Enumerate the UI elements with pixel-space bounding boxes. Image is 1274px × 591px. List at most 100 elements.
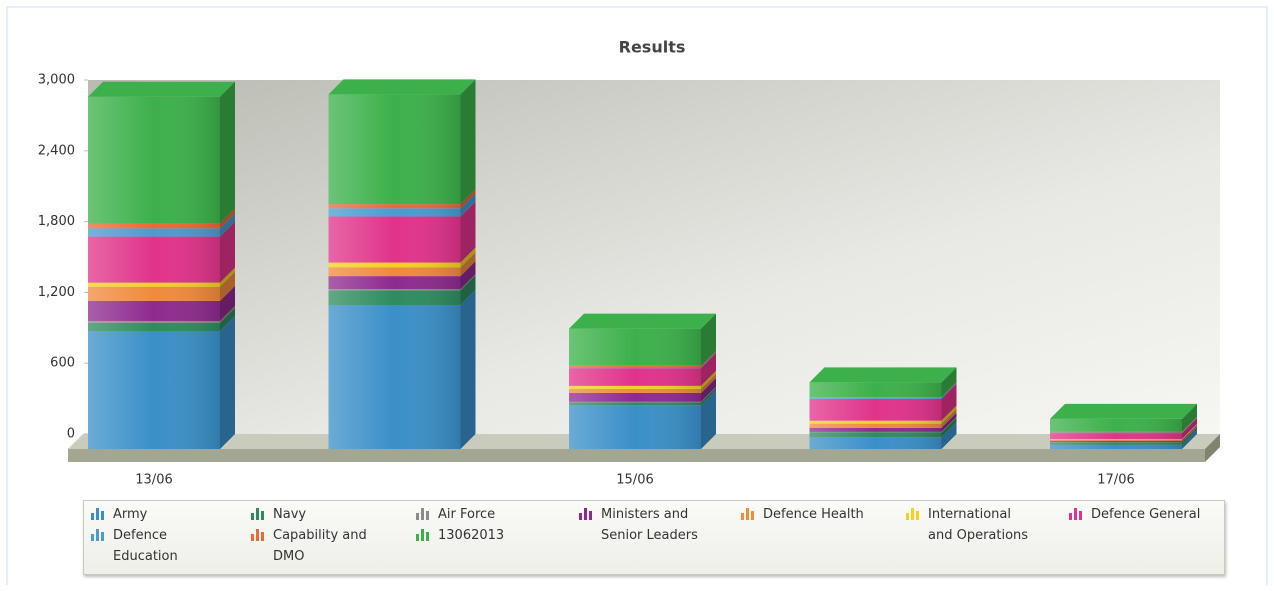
bar-gloss — [88, 320, 220, 323]
legend-item: Capability and DMO — [251, 525, 383, 567]
bar-segment — [809, 367, 957, 398]
bar-gloss — [809, 432, 942, 438]
bar-segment — [809, 405, 957, 424]
bar-gloss — [569, 402, 701, 406]
legend-item: International and Operations — [906, 504, 1038, 546]
bar-gloss — [328, 290, 461, 306]
bar-side — [460, 274, 476, 291]
bar-side — [220, 271, 235, 301]
bar-side — [701, 313, 716, 366]
bar-side — [941, 417, 957, 438]
bar-gloss — [328, 276, 461, 290]
legend-label: International and Operations — [928, 507, 1029, 543]
x-tick-label: 15/06 — [616, 473, 653, 488]
legend-item: Defence Education — [91, 525, 223, 567]
bar-gloss — [88, 286, 220, 301]
bar-segment — [328, 275, 476, 306]
bar-gloss — [809, 398, 942, 421]
bar-segment — [569, 351, 716, 369]
bar-side — [701, 373, 716, 393]
bar-gloss — [1050, 431, 1182, 433]
bar-gloss — [1050, 441, 1182, 443]
legend-icon — [91, 529, 104, 541]
bar-side — [701, 387, 716, 406]
legend-item: Navy — [251, 504, 383, 525]
bar-gloss — [1050, 438, 1182, 440]
bar-segment — [1050, 426, 1197, 443]
legend-label: Defence General — [1091, 507, 1201, 522]
bar-gloss — [809, 431, 942, 433]
bar-gloss — [569, 401, 701, 403]
bar-side — [1182, 417, 1197, 434]
bar-side — [701, 350, 716, 367]
bar-gloss — [88, 228, 220, 237]
bar-side — [701, 390, 716, 449]
legend-label: Navy — [273, 507, 307, 522]
y-tick-label: 3,000 — [38, 73, 75, 88]
bar-segment — [1050, 416, 1197, 433]
bar-segment — [809, 382, 957, 399]
floor-side — [1205, 434, 1220, 462]
bar-segment — [1050, 417, 1197, 434]
bar-gloss — [1050, 433, 1182, 439]
bar-top — [569, 313, 716, 329]
bar-gloss — [809, 427, 942, 432]
bar-segment — [88, 221, 235, 283]
bar-gloss — [809, 397, 942, 398]
bar-gloss — [1050, 440, 1182, 442]
bar-side — [220, 285, 235, 321]
bar-gloss — [328, 208, 461, 217]
bar-gloss — [328, 289, 461, 291]
legend-icon — [1069, 508, 1082, 520]
bar-segment — [328, 201, 476, 263]
legend-label: 13062013 — [438, 528, 505, 543]
bar-gloss — [88, 331, 220, 449]
bar-segment — [328, 79, 476, 205]
bar-segment — [809, 417, 957, 438]
legend-item: Army — [91, 504, 223, 525]
bar-side — [701, 351, 716, 369]
bar-side — [220, 305, 235, 323]
bar-side — [701, 377, 716, 402]
bar-segment — [328, 193, 476, 217]
legend-item: 13062013 — [416, 525, 548, 546]
legend-item: Defence Health — [741, 504, 873, 525]
legend-icon — [579, 508, 592, 520]
bar-segment — [88, 81, 235, 224]
bar-gloss — [88, 236, 220, 283]
bar-segment — [569, 373, 716, 393]
legend-icon — [906, 508, 919, 520]
bar-gloss — [809, 437, 942, 449]
frame — [6, 6, 1268, 585]
bar-side — [220, 267, 235, 287]
bar-side — [1182, 418, 1197, 439]
bar-segment — [88, 213, 235, 237]
legend-label: Ministers and Senior Leaders — [601, 507, 698, 543]
bar-gloss — [88, 322, 220, 331]
bar-segment — [88, 316, 235, 449]
bar-side — [1182, 426, 1197, 443]
x-tick-label: 17/06 — [1097, 473, 1134, 488]
bar-segment — [88, 208, 235, 229]
bar-gloss — [569, 385, 701, 389]
legend-icon — [416, 529, 429, 541]
legend-label: Army — [113, 507, 148, 522]
bar-segment — [569, 370, 716, 389]
legend-icon — [416, 508, 429, 520]
bar-side — [460, 201, 476, 263]
bar-gloss — [809, 382, 942, 398]
bar-gloss — [569, 405, 701, 449]
bar-side — [460, 261, 476, 290]
bar-gloss — [328, 204, 461, 209]
bar-segment — [809, 416, 957, 433]
legend-icon — [91, 508, 104, 520]
bar-gloss — [1050, 418, 1182, 432]
bar-segment — [1050, 403, 1197, 432]
bar-segment — [1050, 425, 1197, 442]
bar-side — [941, 383, 957, 421]
bar-side — [1182, 425, 1197, 442]
bar-gloss — [809, 420, 942, 424]
bar-gloss — [809, 423, 942, 428]
bar-gloss — [569, 388, 701, 393]
